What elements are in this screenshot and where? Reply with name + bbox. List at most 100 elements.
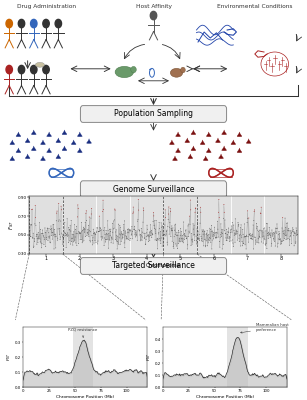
Point bbox=[56, 217, 61, 223]
Point bbox=[70, 235, 75, 241]
Point bbox=[274, 228, 278, 235]
Polygon shape bbox=[200, 140, 205, 145]
Point bbox=[45, 237, 50, 244]
Point bbox=[161, 224, 165, 230]
Point bbox=[75, 214, 80, 220]
Polygon shape bbox=[25, 154, 30, 159]
Point bbox=[30, 206, 35, 212]
Text: PZQ resistance: PZQ resistance bbox=[68, 328, 98, 337]
Point bbox=[157, 236, 162, 242]
Point bbox=[84, 208, 89, 214]
Point bbox=[66, 224, 71, 231]
Point bbox=[135, 218, 140, 224]
Point bbox=[177, 229, 181, 236]
Point bbox=[220, 246, 225, 252]
Point bbox=[171, 245, 176, 252]
Point bbox=[87, 237, 92, 244]
Point bbox=[288, 228, 293, 234]
Point bbox=[115, 233, 120, 240]
Point bbox=[218, 234, 223, 240]
Point bbox=[221, 215, 226, 222]
Point bbox=[247, 232, 252, 238]
Point bbox=[136, 207, 141, 213]
Circle shape bbox=[150, 11, 157, 20]
Point bbox=[71, 239, 76, 245]
Point bbox=[111, 240, 115, 246]
Point bbox=[80, 240, 85, 246]
Point bbox=[191, 226, 196, 232]
Point bbox=[119, 229, 124, 235]
Point bbox=[168, 208, 173, 214]
Point bbox=[278, 241, 283, 247]
Point bbox=[270, 230, 275, 237]
Point bbox=[295, 232, 300, 238]
Point bbox=[145, 233, 150, 239]
Point bbox=[138, 232, 142, 238]
Point bbox=[259, 204, 264, 210]
Point bbox=[241, 240, 246, 246]
Polygon shape bbox=[41, 156, 45, 161]
Point bbox=[73, 240, 78, 246]
Point bbox=[153, 237, 157, 243]
Point bbox=[287, 228, 292, 234]
Circle shape bbox=[31, 19, 37, 28]
Point bbox=[127, 226, 132, 233]
Polygon shape bbox=[237, 148, 242, 153]
Point bbox=[193, 205, 198, 211]
Circle shape bbox=[6, 65, 12, 74]
Point bbox=[139, 233, 144, 239]
Point bbox=[144, 233, 149, 240]
Point bbox=[169, 228, 174, 234]
Point bbox=[33, 214, 38, 221]
Point bbox=[208, 236, 213, 242]
Polygon shape bbox=[191, 130, 196, 135]
Polygon shape bbox=[16, 132, 21, 137]
Point bbox=[284, 232, 289, 238]
Point bbox=[187, 230, 192, 236]
Point bbox=[85, 230, 90, 236]
Point bbox=[48, 240, 53, 246]
Point bbox=[226, 225, 231, 231]
Point bbox=[161, 236, 166, 242]
Point bbox=[34, 231, 39, 238]
Point bbox=[133, 232, 138, 238]
Point bbox=[76, 240, 81, 247]
Polygon shape bbox=[16, 148, 21, 153]
Point bbox=[95, 225, 100, 231]
Point bbox=[235, 229, 240, 235]
Point bbox=[294, 232, 299, 238]
Point bbox=[105, 218, 110, 224]
Point bbox=[219, 221, 223, 227]
Point bbox=[214, 229, 219, 236]
Point bbox=[97, 228, 102, 234]
X-axis label: Chromosome: Chromosome bbox=[146, 263, 181, 268]
Point bbox=[120, 234, 125, 241]
Point bbox=[98, 226, 103, 232]
Point bbox=[208, 226, 213, 233]
Point bbox=[257, 234, 262, 240]
Point bbox=[73, 226, 78, 233]
Point bbox=[270, 227, 274, 233]
Point bbox=[52, 231, 57, 238]
Point bbox=[57, 231, 62, 238]
Point bbox=[124, 236, 129, 242]
Point bbox=[83, 233, 88, 240]
Y-axis label: $F_{ST}$: $F_{ST}$ bbox=[7, 220, 16, 230]
Point bbox=[206, 240, 211, 246]
Polygon shape bbox=[62, 130, 67, 135]
Point bbox=[160, 223, 165, 229]
Ellipse shape bbox=[170, 68, 183, 77]
Point bbox=[282, 227, 286, 234]
Point bbox=[289, 230, 293, 237]
Point bbox=[117, 234, 122, 241]
Point bbox=[68, 241, 73, 247]
Point bbox=[247, 232, 252, 238]
Point bbox=[115, 246, 120, 252]
Point bbox=[268, 230, 273, 236]
Point bbox=[155, 246, 160, 252]
Point bbox=[33, 202, 38, 208]
Point bbox=[210, 233, 215, 240]
Point bbox=[40, 227, 45, 233]
Point bbox=[45, 225, 50, 231]
Point bbox=[272, 238, 277, 244]
